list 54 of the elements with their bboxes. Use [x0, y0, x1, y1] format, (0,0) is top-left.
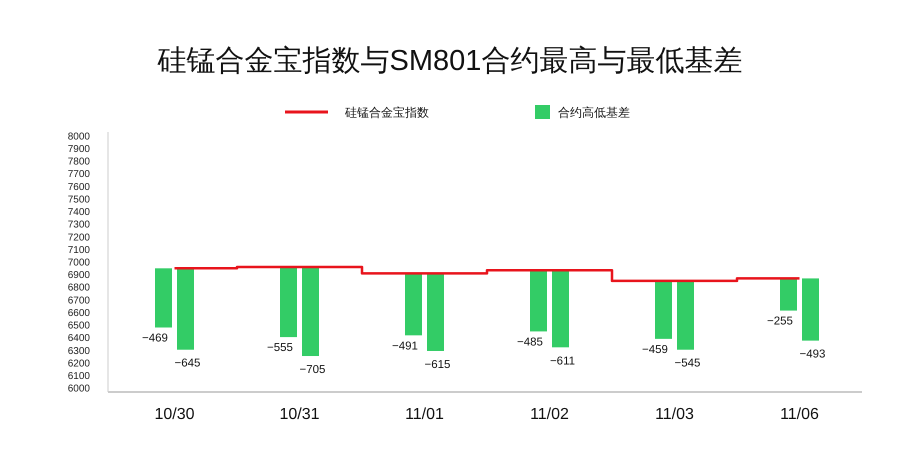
legend-label: 合约高低基差	[558, 106, 630, 120]
bar	[177, 268, 194, 350]
y-tick-label: 6000	[68, 384, 90, 395]
bar	[780, 278, 797, 311]
y-tick-label: 6100	[68, 371, 90, 382]
bar	[155, 268, 172, 328]
data-label: −555	[267, 342, 293, 354]
data-label: −645	[174, 358, 200, 370]
chart-title: 硅锰合金宝指数与SM801合约最高与最低基差	[156, 45, 742, 77]
x-tick-label: 11/03	[655, 406, 694, 423]
y-tick-label: 7700	[68, 169, 90, 180]
y-tick-label: 8000	[68, 131, 90, 142]
y-tick-label: 7800	[68, 156, 90, 168]
y-tick-label: 7900	[68, 144, 90, 155]
x-tick-label: 11/02	[530, 406, 570, 423]
y-tick-label: 6300	[68, 346, 90, 357]
y-tick-label: 7100	[68, 244, 90, 256]
y-tick-label: 7200	[68, 232, 90, 244]
x-tick-label: 11/01	[405, 406, 444, 423]
data-label: −485	[517, 336, 543, 348]
data-label: −255	[767, 316, 793, 328]
y-tick-label: 6800	[68, 282, 90, 294]
y-tick-label: 7400	[68, 207, 90, 218]
bar	[530, 270, 547, 332]
y-tick-label: 6600	[68, 308, 90, 319]
bar	[802, 278, 819, 341]
data-label: −611	[550, 355, 576, 368]
y-tick-label: 7600	[68, 182, 90, 193]
data-label: −615	[424, 358, 450, 371]
data-label: −705	[300, 364, 326, 376]
bar	[655, 280, 672, 339]
y-tick-label: 6400	[68, 333, 90, 344]
y-tick-label: 6900	[68, 270, 90, 282]
y-tick-label: 6500	[68, 320, 90, 332]
x-tick-label: 10/30	[154, 406, 195, 423]
data-label: −545	[674, 358, 700, 370]
bar	[427, 273, 444, 351]
data-label: −493	[800, 348, 826, 361]
data-label: −459	[642, 344, 668, 356]
bar	[280, 267, 297, 338]
y-tick-label: 6700	[68, 295, 90, 306]
data-label: −491	[392, 340, 418, 352]
bar	[302, 267, 319, 356]
x-tick-label: 11/06	[780, 406, 820, 423]
bar	[552, 270, 569, 348]
y-tick-label: 7500	[68, 194, 90, 206]
data-label: −469	[142, 332, 168, 345]
y-tick-label: 7000	[68, 258, 90, 268]
legend-label: 硅锰合金宝指数	[344, 106, 429, 120]
bar	[677, 280, 694, 350]
y-tick-label: 6200	[68, 358, 90, 370]
y-tick-label: 7300	[68, 220, 90, 231]
bar	[405, 273, 422, 336]
x-tick-label: 10/31	[279, 406, 320, 423]
